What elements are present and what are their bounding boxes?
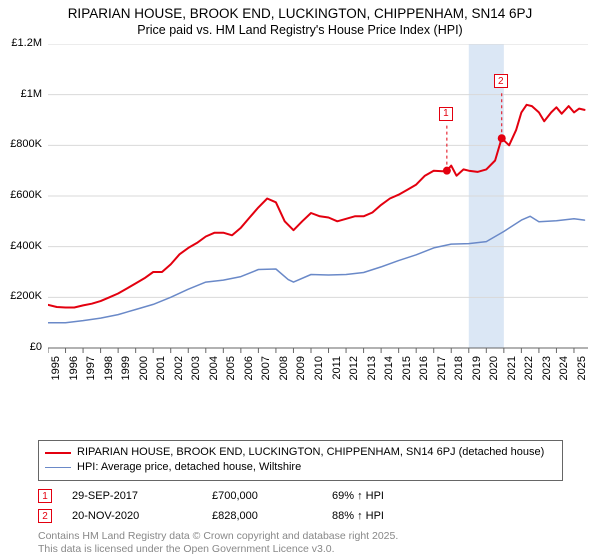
marker-row: 2 20-NOV-2020£828,00088% ↑ HPI: [38, 506, 452, 526]
x-tick-label: 2019: [471, 356, 483, 386]
x-tick-label: 2025: [576, 356, 588, 386]
marker-date: 20-NOV-2020: [72, 510, 212, 522]
x-tick-label: 2009: [295, 356, 307, 386]
x-tick-label: 2013: [366, 356, 378, 386]
x-tick-label: 2020: [488, 356, 500, 386]
x-tick-label: 2003: [190, 356, 202, 386]
chart-area: £0£200K£400K£600K£800K£1M£1.2M1995199619…: [0, 44, 600, 404]
footer: Contains HM Land Registry data © Crown c…: [38, 530, 398, 556]
y-tick-label: £0: [2, 341, 42, 353]
x-tick-label: 1996: [68, 356, 80, 386]
marker-pct: 69% ↑ HPI: [332, 490, 452, 502]
sale-marker-dot: [443, 167, 451, 175]
y-tick-label: £1M: [2, 88, 42, 100]
x-tick-label: 2021: [506, 356, 518, 386]
title-main: RIPARIAN HOUSE, BROOK END, LUCKINGTON, C…: [0, 6, 600, 21]
x-tick-label: 2018: [453, 356, 465, 386]
sale-marker-dot: [498, 134, 506, 142]
x-tick-label: 1997: [85, 356, 97, 386]
x-tick-label: 2001: [155, 356, 167, 386]
sale-marker-badge: 1: [439, 107, 453, 121]
x-tick-label: 1999: [120, 356, 132, 386]
x-tick-label: 1998: [103, 356, 115, 386]
legend-swatch: [45, 467, 71, 468]
x-tick-label: 2006: [243, 356, 255, 386]
legend-label: HPI: Average price, detached house, Wilt…: [77, 460, 301, 475]
y-tick-label: £400K: [2, 240, 42, 252]
y-tick-label: £600K: [2, 189, 42, 201]
title-sub: Price paid vs. HM Land Registry's House …: [0, 23, 600, 37]
x-tick-label: 2008: [278, 356, 290, 386]
x-tick-label: 1995: [50, 356, 62, 386]
x-tick-label: 2017: [436, 356, 448, 386]
x-tick-label: 2023: [541, 356, 553, 386]
x-tick-label: 2002: [173, 356, 185, 386]
marker-price: £828,000: [212, 510, 332, 522]
x-tick-label: 2024: [558, 356, 570, 386]
sale-marker-badge: 2: [494, 74, 508, 88]
legend-swatch: [45, 452, 71, 454]
x-tick-label: 2010: [313, 356, 325, 386]
footer-line2: This data is licensed under the Open Gov…: [38, 543, 398, 556]
marker-row-badge: 1: [38, 489, 52, 503]
x-tick-label: 2000: [138, 356, 150, 386]
marker-pct: 88% ↑ HPI: [332, 510, 452, 522]
legend-row: RIPARIAN HOUSE, BROOK END, LUCKINGTON, C…: [45, 445, 556, 460]
x-tick-label: 2005: [225, 356, 237, 386]
footer-line1: Contains HM Land Registry data © Crown c…: [38, 530, 398, 543]
y-tick-label: £1.2M: [2, 37, 42, 49]
x-tick-label: 2022: [523, 356, 535, 386]
x-tick-label: 2016: [418, 356, 430, 386]
marker-row-badge: 2: [38, 509, 52, 523]
x-tick-label: 2014: [383, 356, 395, 386]
x-tick-label: 2012: [348, 356, 360, 386]
legend: RIPARIAN HOUSE, BROOK END, LUCKINGTON, C…: [38, 440, 563, 481]
chart-titles: RIPARIAN HOUSE, BROOK END, LUCKINGTON, C…: [0, 0, 600, 37]
legend-label: RIPARIAN HOUSE, BROOK END, LUCKINGTON, C…: [77, 445, 544, 460]
plot-svg: [48, 44, 588, 356]
x-tick-label: 2004: [208, 356, 220, 386]
x-tick-label: 2011: [331, 356, 343, 386]
x-tick-label: 2007: [260, 356, 272, 386]
marker-row: 1 29-SEP-2017£700,00069% ↑ HPI: [38, 486, 452, 506]
legend-row: HPI: Average price, detached house, Wilt…: [45, 460, 556, 475]
marker-date: 29-SEP-2017: [72, 490, 212, 502]
x-tick-label: 2015: [401, 356, 413, 386]
series-hpi: [48, 216, 585, 322]
marker-table: 1 29-SEP-2017£700,00069% ↑ HPI 2 20-NOV-202…: [38, 486, 452, 526]
marker-price: £700,000: [212, 490, 332, 502]
y-tick-label: £800K: [2, 138, 42, 150]
y-tick-label: £200K: [2, 290, 42, 302]
